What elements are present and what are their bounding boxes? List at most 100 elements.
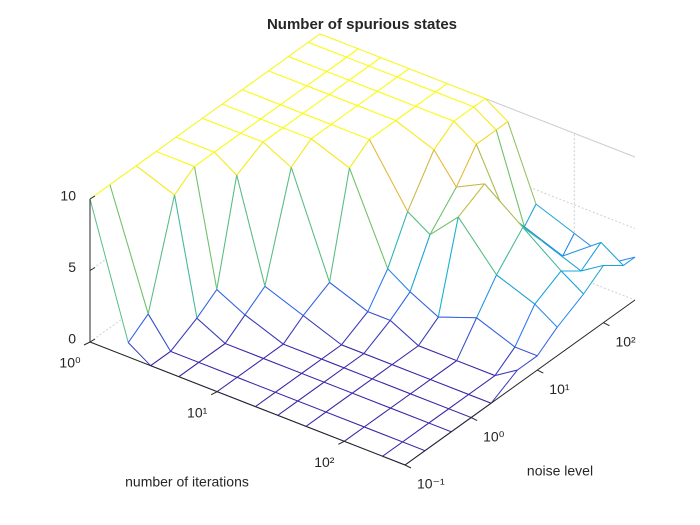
mesh-cell [581, 242, 624, 271]
mesh-edge [435, 83, 448, 93]
mesh-cell [260, 104, 303, 128]
mesh-edge [310, 138, 350, 169]
mesh-edge [395, 120, 435, 151]
mesh-cell [236, 142, 292, 287]
mesh-edge [244, 286, 266, 316]
mesh-cell [198, 343, 264, 378]
mesh-edge [415, 105, 455, 122]
mesh-edge [371, 364, 393, 380]
mesh-edge [288, 56, 327, 73]
mesh-edge [321, 344, 342, 360]
mesh-edge [341, 344, 365, 355]
mesh-cell [329, 168, 388, 312]
mesh-cell [395, 106, 454, 150]
mesh-cell [346, 48, 381, 67]
mesh-edge [455, 144, 477, 188]
mesh-edge [623, 256, 636, 266]
y-tick [404, 464, 412, 469]
mesh-cell [264, 167, 330, 316]
mesh-edge [390, 393, 411, 409]
mesh-cell [476, 130, 525, 227]
mesh-edge [174, 166, 195, 196]
mesh-edge [456, 183, 485, 188]
mesh-edge [301, 372, 325, 383]
mesh-edge [346, 56, 370, 67]
mesh-edge [368, 139, 409, 212]
mesh-edge [438, 316, 477, 319]
mesh-edge [560, 270, 584, 295]
mesh-cell [458, 183, 523, 275]
mesh-edge [222, 89, 243, 105]
mesh-cell [174, 166, 217, 319]
mesh-cell [263, 344, 322, 374]
mesh-cell [407, 149, 457, 235]
mesh-edge [264, 285, 304, 317]
mesh-edge [580, 242, 602, 272]
mesh-edge [514, 346, 538, 357]
mesh-cell [410, 379, 469, 409]
mesh-edge [275, 391, 298, 402]
mesh-edge [306, 85, 330, 96]
mesh-edge [367, 268, 389, 312]
mesh-cell [176, 118, 241, 153]
mesh-cell [397, 68, 448, 93]
mesh-cell [156, 137, 215, 167]
y-tick-label: 10⁰ [483, 428, 505, 444]
x-tick-label: 10¹ [187, 404, 208, 420]
mesh-cell [263, 127, 312, 168]
mesh-edge [473, 106, 497, 131]
mesh-cell [311, 124, 370, 169]
mesh-edge [583, 265, 604, 295]
mesh-cell [392, 345, 457, 380]
mesh-edge [351, 378, 373, 394]
mesh-cell [433, 121, 477, 188]
mesh-edge [453, 106, 475, 122]
mesh-edge [485, 98, 509, 122]
mesh-edge [280, 85, 308, 106]
mesh-edge [323, 381, 353, 394]
mesh-edge [329, 94, 358, 107]
mesh-edge [277, 400, 299, 416]
mesh-edge [305, 411, 327, 427]
mesh-edge [562, 241, 602, 257]
mesh-edge [377, 90, 416, 107]
mesh-edge [514, 303, 536, 348]
mesh-cell [308, 34, 359, 58]
mesh-edge [507, 121, 537, 205]
mesh-cell [524, 204, 575, 257]
mesh-cell [387, 211, 431, 292]
mesh-edge [457, 216, 497, 276]
mesh-cell [428, 408, 472, 432]
mesh-cell [456, 317, 515, 376]
x-tick-label: 10⁰ [59, 355, 81, 371]
mesh-edge [348, 65, 370, 81]
x-tick [338, 440, 345, 445]
mesh-edge [352, 392, 391, 409]
mesh-cell [372, 364, 431, 394]
mesh-edge [397, 76, 436, 93]
mesh-edge [301, 358, 322, 374]
mesh-cell [453, 106, 497, 145]
mesh-cell [364, 408, 429, 442]
mesh-edge [202, 117, 241, 134]
mesh-edge [358, 48, 381, 59]
mesh-edge [224, 343, 264, 359]
mesh-edge [408, 68, 448, 85]
mesh-edge [349, 139, 370, 169]
mesh-edge [216, 289, 246, 316]
mesh-cell [369, 57, 409, 78]
mesh-edge [328, 79, 350, 96]
mesh-edge [490, 369, 518, 404]
mesh-edge [155, 136, 177, 152]
mesh-edge [127, 342, 152, 367]
mesh-cell [357, 91, 416, 121]
mesh-edge [213, 151, 238, 176]
x-axis-label: number of iterations [125, 474, 249, 490]
mesh-edge [89, 198, 129, 343]
mesh-edge [382, 441, 403, 457]
mesh-cell [291, 138, 350, 283]
mesh-edge [456, 317, 478, 361]
mesh-edge [429, 216, 459, 236]
mesh-edge [484, 183, 524, 228]
mesh-edge [329, 167, 350, 283]
